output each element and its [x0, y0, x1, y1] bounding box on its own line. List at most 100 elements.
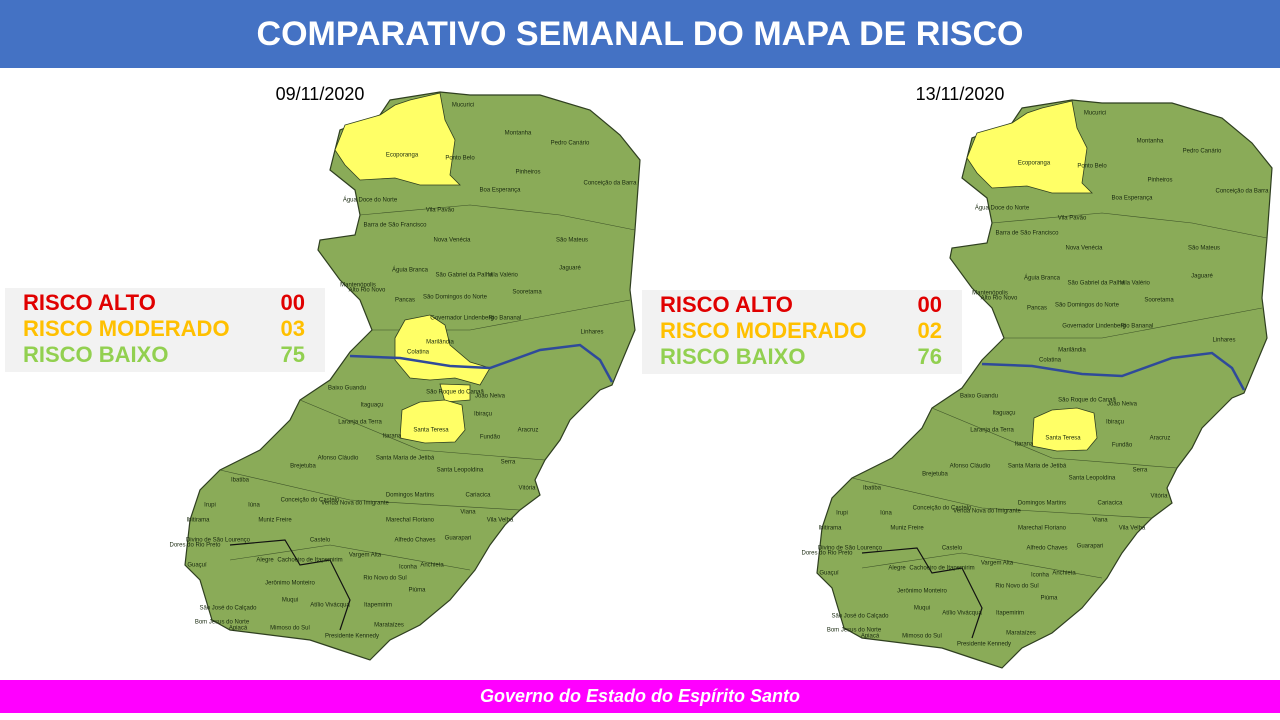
municipality-label: Irupi	[204, 503, 216, 509]
municipality-label: Piúma	[1040, 596, 1058, 602]
legend-label: RISCO BAIXO	[23, 342, 168, 367]
municipality-label: Boa Esperança	[1111, 196, 1153, 202]
municipality-label: Conceição do Castelo	[913, 506, 972, 512]
municipality-label: Serra	[1133, 468, 1148, 474]
municipality-label: Baixo Guandu	[328, 386, 366, 392]
municipality-label: Ibatiba	[863, 486, 882, 492]
municipality-label: Cariacica	[465, 493, 491, 499]
municipality-label: Irupi	[836, 511, 848, 517]
border	[299, 399, 546, 461]
municipality-label: Laranja da Terra	[970, 428, 1014, 434]
municipality-label: São Gabriel da Palha	[435, 273, 493, 279]
municipality-label: Muqui	[914, 606, 930, 612]
municipality-label: Castelo	[942, 546, 963, 552]
municipality-label: Ibitirama	[818, 526, 842, 532]
municipality-label: Rio Bananal	[489, 316, 522, 322]
municipality-label: Domingos Martins	[1018, 501, 1066, 507]
municipality-label: Vitória	[1151, 494, 1169, 500]
municipality-label: Aracruz	[518, 428, 539, 434]
municipality-label: Baixo Guandu	[960, 394, 998, 400]
municipality-label: Marataízes	[374, 623, 404, 629]
municipality-label: Divino de São Lourenço	[186, 538, 251, 544]
municipality-label: Afonso Cláudio	[950, 464, 991, 470]
municipality-label: Pancas	[1027, 306, 1047, 312]
municipality-label: Guarapari	[445, 536, 472, 542]
municipality-label: Nova Venécia	[1065, 246, 1103, 252]
municipality-label: Nova Venécia	[433, 238, 471, 244]
municipality-label: Ibitirama	[186, 518, 210, 524]
municipality-label: Fundão	[480, 435, 501, 441]
municipality-label: Serra	[501, 460, 516, 466]
municipality-label: Pancas	[395, 298, 415, 304]
border	[1004, 307, 1263, 339]
footer: Governo do Estado do Espírito Santo	[0, 680, 1280, 713]
state-outline	[816, 99, 1273, 669]
border	[931, 407, 1178, 469]
municipality-label: Ponto Belo	[1077, 164, 1107, 170]
municipality-label: Presidente Kennedy	[325, 634, 379, 640]
municipality-label: Montanha	[1137, 139, 1164, 145]
municipality-label: Linhares	[580, 330, 603, 336]
municipality-label: Divino de São Lourenço	[818, 546, 883, 552]
municipality-label: Águia Branca	[392, 267, 429, 274]
municipality-label: Santa Teresa	[413, 428, 449, 434]
municipality-label: Itarana	[1015, 442, 1034, 448]
municipality-label: Venda Nova do Imigrante	[321, 501, 389, 507]
municipality-label: Anchieta	[420, 563, 444, 569]
municipality-label: Iconha	[399, 565, 418, 571]
legend-label: RISCO MODERADO	[660, 318, 867, 343]
municipality-label: Ibiraçu	[1106, 420, 1124, 426]
legend-count: 03	[281, 316, 305, 341]
municipality-label: Muniz Freire	[258, 518, 292, 524]
municipality-label: Brejetuba	[290, 464, 316, 470]
municipality-label: Marechal Floriano	[386, 518, 435, 524]
municipality-label: Apiacá	[861, 634, 880, 640]
municipality-label: Vila Valério	[1120, 281, 1150, 287]
title-bar: COMPARATIVO SEMANAL DO MAPA DE RISCO	[0, 0, 1280, 68]
municipality-label: Sooretama	[1144, 298, 1174, 304]
municipality-label: Marataízes	[1006, 631, 1036, 637]
municipality-label: Jaguaré	[1191, 274, 1213, 280]
municipality-label: Anchieta	[1052, 571, 1076, 577]
moderate-area	[1031, 407, 1098, 452]
municipality-label: Alegre	[256, 558, 274, 564]
municipality-label: Água Doce do Norte	[975, 205, 1030, 212]
municipality-label: Linhares	[1212, 338, 1235, 344]
border	[851, 477, 1153, 519]
region-border	[229, 539, 351, 631]
municipality-label: São Mateus	[556, 238, 588, 244]
municipality-label: Alto Rio Novo	[981, 296, 1018, 302]
municipality-label: Mantenópolis	[972, 291, 1008, 297]
legend-box	[5, 288, 325, 372]
municipality-label: Itaguaçu	[992, 411, 1015, 417]
municipality-label: Vila Velha	[1119, 526, 1146, 532]
municipality-label: Sooretama	[512, 290, 542, 296]
municipality-label: Ecoporanga	[386, 153, 419, 159]
municipality-label: Vargem Alta	[349, 553, 382, 559]
municipality-label: Colatina	[407, 350, 430, 356]
municipality-label: Apiacá	[229, 626, 248, 632]
municipality-label: Mantenópolis	[340, 283, 376, 289]
map-date: 13/11/2020	[916, 84, 1005, 104]
municipality-label: Santa Leopoldina	[437, 468, 484, 474]
municipality-label: Ponto Belo	[445, 156, 475, 162]
municipality-label: Itarana	[383, 434, 402, 440]
municipality-label: Governador Lindenberg	[1062, 324, 1125, 330]
municipality-label: Dores do Rio Preto	[169, 543, 221, 549]
municipality-label: Santa Maria de Jetibá	[1008, 464, 1067, 470]
municipality-label: Barra de São Francisco	[995, 231, 1059, 237]
municipality-label: Atílio Vivácqua	[942, 611, 982, 617]
municipality-label: Itaguaçu	[360, 403, 383, 409]
legend-count: 02	[918, 318, 942, 343]
municipality-label: Muniz Freire	[890, 526, 924, 532]
municipality-label: Vitória	[519, 486, 537, 492]
municipality-label: Barra de São Francisco	[363, 223, 427, 229]
municipality-label: Itapemirim	[996, 611, 1024, 617]
municipality-label: Mucurici	[1084, 111, 1106, 117]
municipality-label: Alegre	[888, 566, 906, 572]
municipality-label: São Gabriel da Palha	[1067, 281, 1125, 287]
footer-text: Governo do Estado do Espírito Santo	[479, 686, 801, 706]
municipality-label: Pedro Canário	[1183, 149, 1222, 155]
municipality-label: Castelo	[310, 538, 331, 544]
municipality-label: Laranja da Terra	[338, 420, 382, 426]
